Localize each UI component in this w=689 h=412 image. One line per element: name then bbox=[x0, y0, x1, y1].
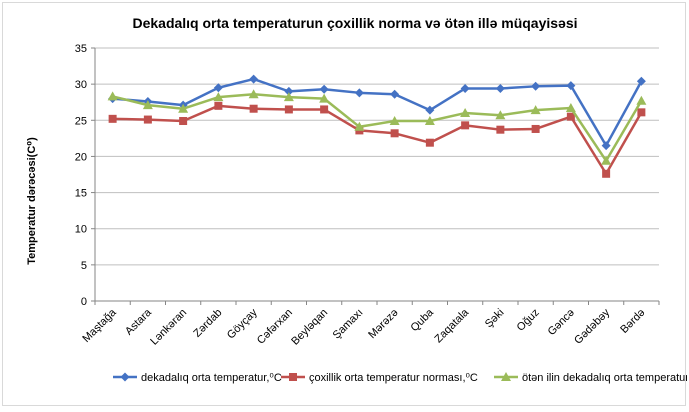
line-chart: Dekadalıq orta temperaturun çoxillik nor… bbox=[26, 15, 689, 384]
data-point bbox=[531, 124, 540, 133]
series-line bbox=[112, 93, 643, 163]
data-point bbox=[601, 155, 612, 165]
data-point bbox=[531, 81, 541, 91]
data-point bbox=[284, 105, 293, 114]
data-point bbox=[179, 117, 188, 126]
x-tick-label: Zaqatala bbox=[432, 306, 471, 345]
series-line bbox=[112, 104, 643, 176]
data-point bbox=[284, 86, 294, 96]
y-tick-label: 15 bbox=[75, 188, 87, 200]
data-point bbox=[602, 169, 611, 178]
legend-swatch-marker bbox=[289, 373, 297, 381]
data-point bbox=[283, 92, 294, 102]
data-point bbox=[495, 110, 506, 120]
data-point bbox=[320, 105, 329, 114]
legend-item: ötən ilin dekadalıq orta temperaturu,⁰C bbox=[494, 372, 689, 384]
x-tick-label: Bərdə bbox=[618, 307, 647, 336]
data-point bbox=[637, 108, 646, 117]
x-tick-label: Oğuz bbox=[515, 307, 542, 334]
data-point bbox=[601, 141, 611, 151]
y-tick-label: 30 bbox=[75, 79, 87, 91]
y-tick-label: 10 bbox=[75, 224, 87, 236]
x-tick-label: Beyləqan bbox=[289, 307, 330, 348]
x-tick-label: Göyçay bbox=[225, 306, 260, 341]
data-point bbox=[460, 108, 471, 118]
data-point bbox=[566, 81, 576, 91]
data-point bbox=[249, 104, 258, 113]
data-point bbox=[496, 125, 505, 134]
x-tick-label: Mərəzə bbox=[366, 307, 400, 341]
y-tick-label: 0 bbox=[81, 296, 87, 308]
x-tick-label: Lənkəran bbox=[148, 307, 189, 348]
data-point bbox=[319, 84, 329, 94]
data-point bbox=[390, 89, 400, 99]
x-tick-label: Şəki bbox=[483, 307, 507, 331]
y-axis-label: Temperatur dərəcəsi(C⁰) bbox=[26, 137, 38, 265]
legend-swatch-marker bbox=[120, 372, 130, 382]
data-point bbox=[530, 105, 541, 115]
data-point bbox=[178, 103, 189, 113]
y-tick-label: 20 bbox=[75, 151, 87, 163]
x-tick-label: Maştağa bbox=[80, 306, 119, 345]
data-point bbox=[214, 101, 223, 110]
data-point bbox=[319, 93, 330, 103]
data-point bbox=[108, 114, 117, 123]
grid-layer bbox=[95, 47, 659, 302]
data-point bbox=[142, 100, 153, 110]
x-tick-label: Cəfərxan bbox=[255, 307, 295, 347]
x-tick-label: Gədəbəy bbox=[572, 306, 612, 346]
data-point bbox=[461, 121, 470, 130]
series-line bbox=[112, 77, 643, 147]
legend: dekadalıq orta temperatur,⁰C çoxillik ort… bbox=[113, 372, 689, 384]
legend-swatch-marker bbox=[501, 372, 511, 381]
legend-label: çoxillik orta temperatur norması,⁰C bbox=[309, 372, 478, 384]
series-layer bbox=[107, 74, 647, 178]
data-point bbox=[213, 83, 223, 93]
data-point bbox=[107, 91, 118, 101]
x-tick-label: Gəncə bbox=[546, 307, 577, 338]
data-point bbox=[425, 105, 435, 115]
data-point bbox=[566, 112, 575, 121]
data-point bbox=[460, 83, 470, 93]
x-tick-label: Şamaxı bbox=[331, 307, 366, 342]
y-tick-label: 25 bbox=[75, 115, 87, 127]
data-point bbox=[495, 83, 505, 93]
data-point bbox=[389, 116, 400, 126]
series-1 bbox=[108, 74, 646, 151]
y-tick-label: 5 bbox=[81, 260, 87, 272]
x-tick-label: Quba bbox=[408, 306, 436, 334]
legend-label: dekadalıq orta temperatur,⁰C bbox=[141, 372, 282, 384]
data-point bbox=[213, 92, 224, 102]
data-point bbox=[636, 95, 647, 105]
x-tick-label: Astara bbox=[123, 306, 155, 338]
y-tick-label: 35 bbox=[75, 43, 87, 55]
data-point bbox=[424, 116, 435, 126]
data-point bbox=[249, 74, 259, 84]
legend-item: dekadalıq orta temperatur,⁰C bbox=[113, 372, 282, 384]
data-point bbox=[425, 138, 434, 147]
data-point bbox=[390, 129, 399, 138]
legend-item: çoxillik orta temperatur norması,⁰C bbox=[281, 372, 478, 384]
series-2 bbox=[108, 101, 646, 178]
data-point bbox=[636, 76, 646, 86]
legend-label: ötən ilin dekadalıq orta temperaturu,⁰C bbox=[522, 372, 687, 384]
data-point bbox=[143, 115, 152, 124]
x-tick-label: Zərdab bbox=[191, 307, 224, 340]
data-point bbox=[565, 102, 576, 112]
data-point bbox=[354, 121, 365, 131]
series-3 bbox=[107, 89, 647, 165]
chart-frame: Dekadalıq orta temperaturun çoxillik nor… bbox=[2, 2, 689, 406]
data-point bbox=[248, 89, 259, 99]
data-point bbox=[354, 88, 364, 98]
chart-title: Dekadalıq orta temperaturun çoxillik nor… bbox=[132, 15, 577, 31]
